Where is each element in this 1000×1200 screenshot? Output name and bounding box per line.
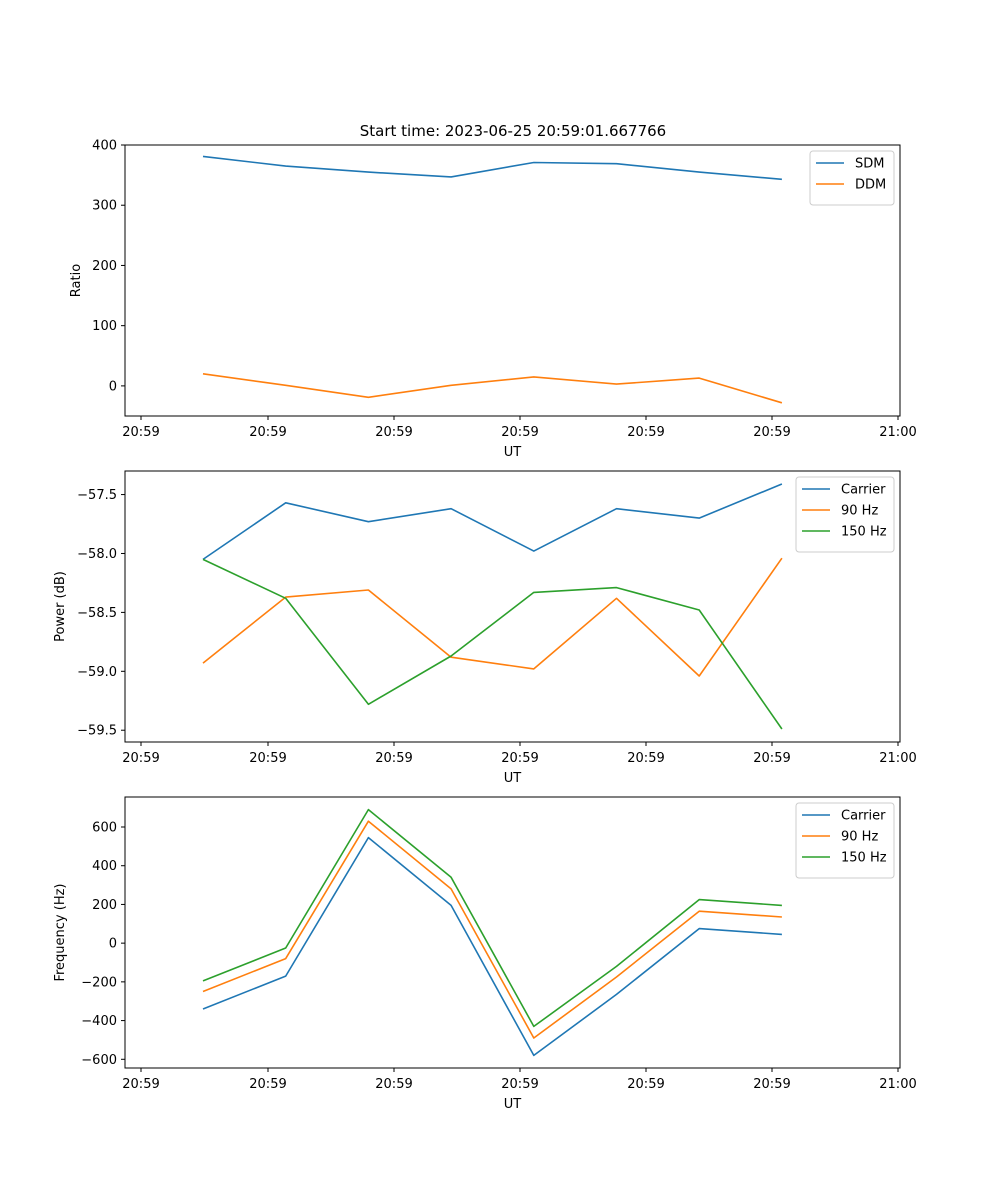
- x-tick-label: 20:59: [501, 751, 538, 766]
- y-axis-label: Power (dB): [53, 571, 68, 642]
- legend: Carrier 90 Hz 150 Hz: [795, 476, 895, 553]
- x-tick-label: 20:59: [753, 1077, 790, 1092]
- x-tick-label: 20:59: [249, 1077, 286, 1092]
- y-tick-label: −58.0: [77, 547, 117, 562]
- legend-label: Carrier: [841, 483, 886, 498]
- x-tick-label: 20:59: [375, 751, 412, 766]
- x-tick-label: 20:59: [501, 1077, 538, 1092]
- x-tick-label: 21:00: [879, 425, 916, 440]
- x-tick-label: 20:59: [122, 425, 159, 440]
- y-tick-label: −58.5: [77, 606, 117, 621]
- x-tick-label: 20:59: [753, 751, 790, 766]
- y-tick-label: −57.5: [77, 488, 117, 503]
- legend: Carrier 90 Hz 150 Hz: [795, 802, 895, 879]
- legend-label: 150 Hz: [841, 525, 887, 540]
- legend-label: 90 Hz: [841, 830, 878, 845]
- x-tick-label: 20:59: [627, 1077, 664, 1092]
- x-tick-label: 20:59: [249, 425, 286, 440]
- y-tick-label: −200: [81, 975, 117, 990]
- x-tick-label: 20:59: [627, 425, 664, 440]
- y-axis-label: Frequency (Hz): [53, 883, 68, 981]
- y-tick-label: 300: [92, 199, 117, 214]
- legend-label: SDM: [855, 157, 884, 172]
- y-tick-label: 200: [92, 259, 117, 274]
- y-tick-label: 400: [92, 859, 117, 874]
- axes-frame: [124, 144, 901, 417]
- axes-frame: [124, 796, 901, 1069]
- y-tick-label: −400: [81, 1014, 117, 1029]
- axes-frame: [124, 470, 901, 743]
- series-line-carrier: [202, 483, 783, 561]
- chart-panel-1: 20:59 20:59 20:59 20:59 20:59 20:59 21:00 UT 0 10…: [69, 139, 917, 461]
- series-line-90-hz: [202, 820, 782, 1039]
- legend-label: DDM: [855, 178, 886, 193]
- series-line-150-hz: [202, 558, 783, 730]
- y-tick-label: 0: [109, 379, 117, 394]
- y-tick-label: −600: [81, 1053, 117, 1068]
- x-tick-label: 20:59: [375, 1077, 412, 1092]
- series-line-90-hz: [202, 557, 783, 677]
- x-tick-label: 21:00: [879, 751, 916, 766]
- x-axis-label: UT: [504, 445, 522, 460]
- series-line-carrier: [202, 836, 782, 1057]
- x-tick-label: 20:59: [501, 425, 538, 440]
- y-tick-label: 200: [92, 898, 117, 913]
- legend: SDM DDM: [809, 150, 895, 206]
- x-tick-label: 20:59: [249, 751, 286, 766]
- series-line-150-hz: [202, 808, 782, 1028]
- x-tick-label: 20:59: [375, 425, 412, 440]
- legend-box: [795, 802, 895, 879]
- x-tick-label: 20:59: [627, 751, 664, 766]
- y-tick-label: −59.0: [77, 665, 117, 680]
- y-tick-label: 400: [92, 139, 117, 154]
- x-tick-label: 20:59: [122, 751, 159, 766]
- y-tick-label: 600: [92, 821, 117, 836]
- y-axis-label: Ratio: [69, 264, 84, 297]
- x-tick-label: 20:59: [122, 1077, 159, 1092]
- legend-label: 90 Hz: [841, 504, 878, 519]
- legend-label: 150 Hz: [841, 851, 887, 866]
- legend-label: Carrier: [841, 809, 886, 824]
- x-axis-label: UT: [504, 771, 522, 786]
- chart-panels: 20:59 20:59 20:59 20:59 20:59 20:59 21:00 UT 0 10…: [53, 139, 917, 1113]
- y-tick-label: 0: [109, 937, 117, 952]
- x-tick-label: 21:00: [879, 1077, 916, 1092]
- series-line-sdm: [202, 155, 782, 181]
- y-tick-label: −59.5: [77, 724, 117, 739]
- chart-panel-2: 20:59 20:59 20:59 20:59 20:59 20:59 21:00 UT −59…: [53, 470, 917, 786]
- legend-box: [809, 150, 895, 206]
- x-axis-label: UT: [504, 1097, 522, 1112]
- figure-title: Start time: 2023-06-25 20:59:01.667766: [360, 122, 666, 140]
- series-line-ddm: [202, 373, 783, 404]
- legend-box: [795, 476, 895, 553]
- chart-panel-3: 20:59 20:59 20:59 20:59 20:59 20:59 21:00 UT −60…: [53, 796, 917, 1112]
- x-tick-label: 20:59: [753, 425, 790, 440]
- y-tick-label: 100: [92, 319, 117, 334]
